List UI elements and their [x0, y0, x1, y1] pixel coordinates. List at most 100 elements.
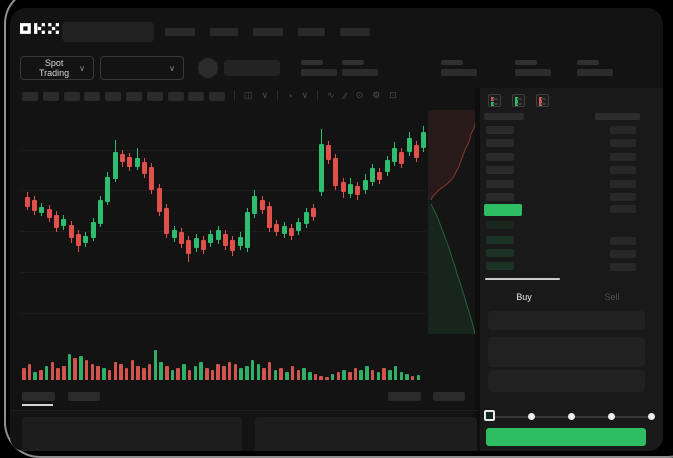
stat-label-3: [441, 60, 463, 65]
screenshot-icon[interactable]: ⊙: [355, 90, 364, 100]
drawing-tools-icon[interactable]: ∕∕: [343, 90, 347, 101]
ask-amount-bar: [610, 126, 636, 134]
stat-value-2: [342, 69, 378, 76]
orderbook-buys-icon[interactable]: [512, 94, 525, 107]
nav-item-3[interactable]: [253, 28, 283, 36]
candle-body: [414, 145, 420, 158]
bottom-tab-2[interactable]: [68, 392, 100, 401]
line-chart-icon[interactable]: ∿: [327, 90, 335, 100]
volume-bar: [256, 364, 261, 380]
nav-item-1[interactable]: [165, 28, 195, 36]
orderbook-mode-switcher: [488, 94, 549, 107]
timeframe-chip-2[interactable]: [42, 92, 59, 101]
depth-chart[interactable]: [428, 110, 479, 335]
candle-body: [281, 226, 287, 234]
volume-bar: [416, 375, 421, 380]
volume-bar: [170, 370, 175, 380]
orderbook-sells-icon[interactable]: [536, 94, 549, 107]
timeframe-chip-3[interactable]: [63, 92, 80, 101]
order-input-1[interactable]: [488, 311, 645, 330]
chevron-down-icon[interactable]: ∨: [301, 90, 309, 100]
settings-icon[interactable]: ⚙: [372, 90, 381, 100]
order-input-2[interactable]: [488, 337, 645, 367]
order-input-3[interactable]: [488, 370, 645, 392]
volume-bar: [22, 368, 26, 380]
volume-bar: [359, 370, 363, 380]
app-window: Spot Trading ∨ ∨ ◫ ∨ ◔ ∨ ∿ ∕∕ ⊙ ⚙ ⊡: [10, 8, 663, 451]
bottom-tab-1[interactable]: [22, 392, 55, 401]
slider-stop-50pct[interactable]: [568, 413, 575, 420]
ask-price-bar: [486, 193, 514, 201]
stat-value-1: [301, 69, 337, 76]
bid-amount-bar: [610, 263, 636, 271]
volume-bar: [182, 364, 186, 380]
volume-bar: [262, 368, 266, 380]
volume-bar: [342, 370, 346, 380]
volume-bar: [33, 372, 37, 380]
orderbook-scrollbar[interactable]: [485, 278, 560, 280]
candle-body: [347, 184, 353, 194]
ask-price-bar: [486, 153, 514, 161]
amount-slider-handle[interactable]: [484, 410, 495, 421]
candle-body: [377, 172, 383, 180]
pair-selector-dropdown[interactable]: ∨: [100, 56, 184, 80]
ask-price-bar: [486, 180, 514, 188]
candle-body: [39, 207, 45, 213]
volume-bar: [348, 372, 352, 380]
volume-bar: [245, 366, 249, 380]
fullscreen-icon[interactable]: ⊡: [389, 90, 397, 100]
volume-bar: [50, 362, 55, 380]
timeframe-chip-4[interactable]: [84, 92, 101, 101]
volume-bar: [187, 370, 192, 380]
volume-bar: [130, 360, 135, 380]
search-input[interactable]: [62, 22, 154, 42]
bottom-action-1[interactable]: [388, 392, 421, 401]
candle-body: [355, 186, 361, 195]
candlestick-chart[interactable]: [20, 112, 427, 334]
pair-coin-icon: [198, 58, 218, 78]
volume-bar: [308, 372, 312, 380]
slider-stop-75pct[interactable]: [608, 413, 615, 420]
bottom-action-2[interactable]: [433, 392, 465, 401]
chart-tool-icons: ◫ ∨ ◔ ∨ ∿ ∕∕ ⊙ ⚙ ⊡: [234, 90, 397, 101]
orderbook-combined-icon[interactable]: [488, 94, 501, 107]
timeframe-chip-9[interactable]: [188, 92, 205, 101]
nav-item-4[interactable]: [298, 28, 325, 36]
candle-body: [406, 138, 412, 152]
last-price-badge[interactable]: [484, 204, 522, 216]
timeframe-chip-10[interactable]: [209, 92, 226, 101]
stat-value-4: [515, 69, 551, 76]
slider-stop-100pct[interactable]: [648, 413, 655, 420]
timeframe-chip-7[interactable]: [146, 92, 163, 101]
market-type-dropdown[interactable]: Spot Trading ∨: [20, 56, 94, 80]
gridline: [20, 150, 426, 151]
candle-body: [384, 160, 390, 172]
nav-item-2[interactable]: [210, 28, 238, 36]
candle-body: [333, 158, 339, 186]
chevron-down-icon[interactable]: ∨: [261, 90, 269, 100]
candle-body: [61, 219, 67, 226]
slider-stop-25pct[interactable]: [528, 413, 535, 420]
indicator-icon[interactable]: ◔: [287, 90, 293, 101]
timeframe-chip-6[interactable]: [126, 92, 142, 101]
volume-bars: [22, 348, 424, 380]
ask-amount-bar: [610, 153, 636, 161]
candle-body: [83, 236, 89, 243]
tab-sell[interactable]: Sell: [604, 292, 620, 302]
candle-body: [399, 152, 405, 164]
tab-buy[interactable]: Buy: [516, 292, 532, 302]
timeframe-chip-1[interactable]: [22, 92, 38, 101]
volume-bar: [267, 362, 272, 380]
volume-bar: [313, 374, 318, 380]
stat-label-1: [301, 60, 323, 65]
timeframe-chip-5[interactable]: [105, 92, 122, 101]
candle-style-icon[interactable]: ◫: [244, 90, 253, 100]
timeframe-chip-8[interactable]: [167, 92, 184, 101]
ask-price-bar: [486, 139, 514, 147]
panel-divider: [475, 88, 480, 451]
candle-body: [230, 240, 236, 251]
depth-bids-line: [430, 203, 476, 335]
buy-submit-button[interactable]: [486, 428, 646, 446]
nav-menu: [165, 28, 370, 36]
nav-item-5[interactable]: [340, 28, 370, 36]
